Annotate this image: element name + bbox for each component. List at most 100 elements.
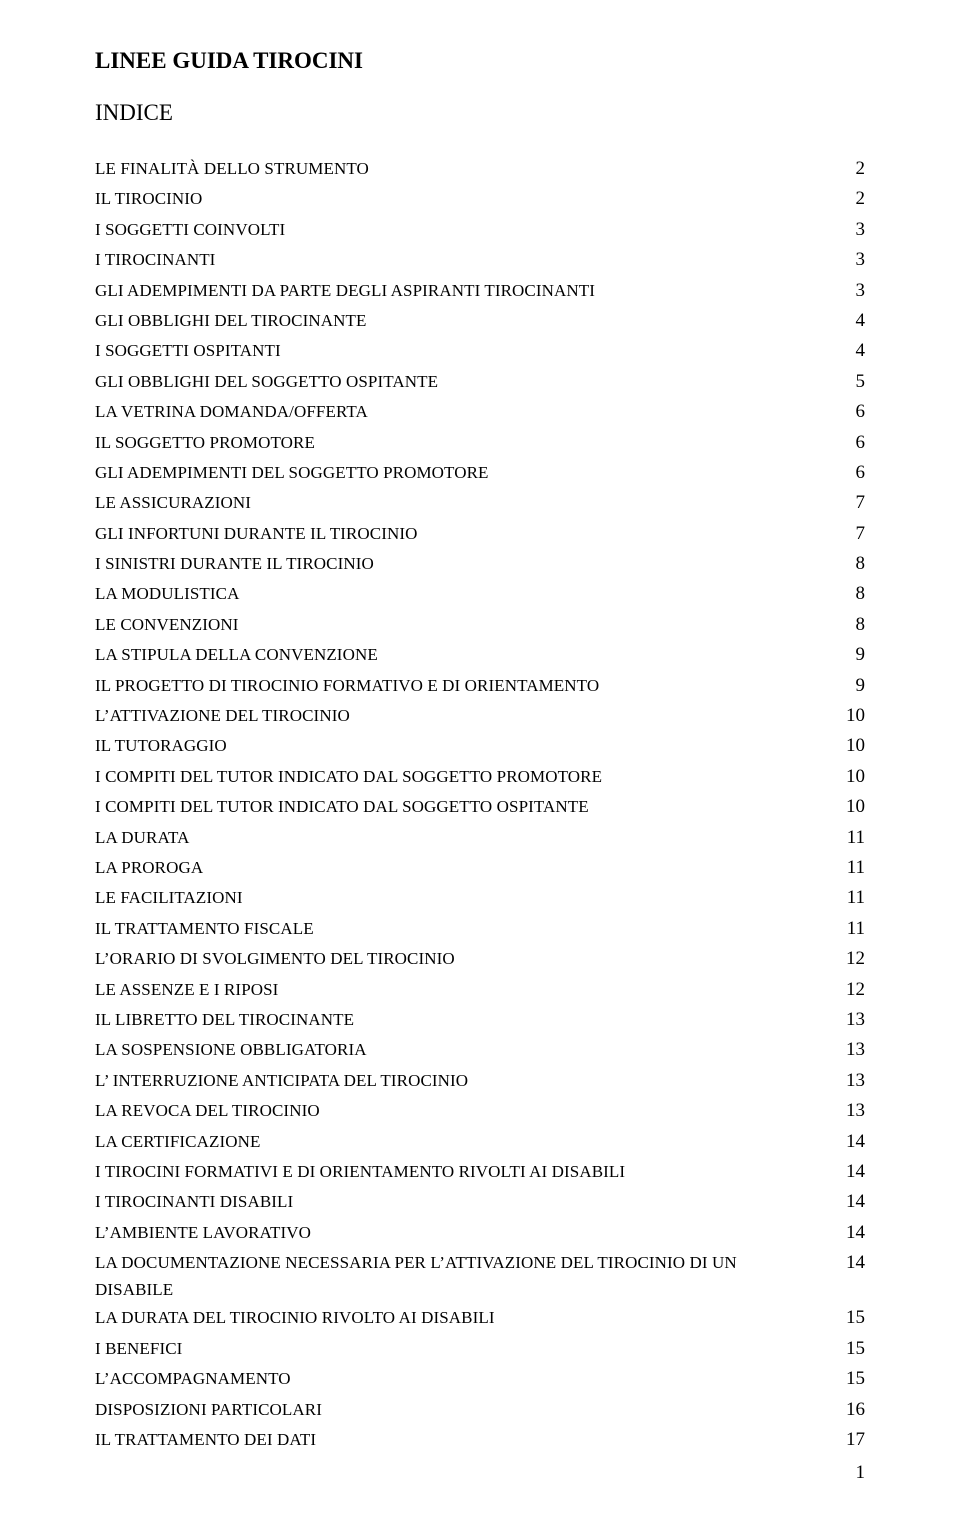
toc-row: LE CONVENZIONI8 xyxy=(95,610,865,640)
toc-entry-label: I COMPITI DEL TUTOR INDICATO DAL SOGGETT… xyxy=(95,763,837,790)
toc-entry-page: 14 xyxy=(837,1127,865,1157)
toc-entry-page: 12 xyxy=(837,944,865,974)
toc-row: I SOGGETTI COINVOLTI3 xyxy=(95,215,865,245)
toc-entry-label: LE ASSENZE E I RIPOSI xyxy=(95,976,837,1003)
toc-entry-page: 3 xyxy=(837,276,865,306)
toc-entry-page: 11 xyxy=(837,914,865,944)
toc-row: I BENEFICI15 xyxy=(95,1334,865,1364)
toc-row: I SOGGETTI OSPITANTI4 xyxy=(95,336,865,366)
toc-entry-label: L’ORARIO DI SVOLGIMENTO DEL TIROCINIO xyxy=(95,945,837,972)
toc-row: GLI INFORTUNI DURANTE IL TIROCINIO7 xyxy=(95,519,865,549)
toc-entry-page: 4 xyxy=(837,336,865,366)
toc-entry-label: LA VETRINA DOMANDA/OFFERTA xyxy=(95,398,837,425)
toc-row: I COMPITI DEL TUTOR INDICATO DAL SOGGETT… xyxy=(95,792,865,822)
toc-entry-label: LA CERTIFICAZIONE xyxy=(95,1128,837,1155)
toc-entry-label: GLI OBBLIGHI DEL SOGGETTO OSPITANTE xyxy=(95,368,837,395)
toc-row: GLI ADEMPIMENTI DA PARTE DEGLI ASPIRANTI… xyxy=(95,276,865,306)
toc-row: IL TIROCINIO2 xyxy=(95,184,865,214)
toc-entry-label: L’ INTERRUZIONE ANTICIPATA DEL TIROCINIO xyxy=(95,1067,837,1094)
toc-entry-page: 17 xyxy=(837,1425,865,1455)
toc-entry-page: 10 xyxy=(837,792,865,822)
toc-entry-label: LA PROROGA xyxy=(95,854,837,881)
toc-entry-label: I TIROCINANTI DISABILI xyxy=(95,1188,837,1215)
toc-row: IL TRATTAMENTO FISCALE11 xyxy=(95,914,865,944)
toc-entry-label: LE CONVENZIONI xyxy=(95,611,837,638)
toc-row: GLI OBBLIGHI DEL SOGGETTO OSPITANTE5 xyxy=(95,367,865,397)
toc-entry-label: GLI ADEMPIMENTI DEL SOGGETTO PROMOTORE xyxy=(95,459,837,486)
toc-entry-page: 6 xyxy=(837,458,865,488)
toc-entry-page: 11 xyxy=(837,883,865,913)
toc-entry-label: IL TRATTAMENTO FISCALE xyxy=(95,915,837,942)
toc-row: LA REVOCA DEL TIROCINIO13 xyxy=(95,1096,865,1126)
toc-row: IL TUTORAGGIO10 xyxy=(95,731,865,761)
toc-row: LE ASSICURAZIONI7 xyxy=(95,488,865,518)
toc-entry-page: 8 xyxy=(837,579,865,609)
toc-entry-label: I TIROCINANTI xyxy=(95,246,837,273)
toc-row: LA STIPULA DELLA CONVENZIONE9 xyxy=(95,640,865,670)
toc-entry-label: I BENEFICI xyxy=(95,1335,837,1362)
toc-row: GLI ADEMPIMENTI DEL SOGGETTO PROMOTORE6 xyxy=(95,458,865,488)
toc-entry-page: 13 xyxy=(837,1005,865,1035)
toc-row: LE ASSENZE E I RIPOSI12 xyxy=(95,975,865,1005)
toc-row: I COMPITI DEL TUTOR INDICATO DAL SOGGETT… xyxy=(95,762,865,792)
toc-entry-label: IL TIROCINIO xyxy=(95,185,837,212)
toc-entry-page: 15 xyxy=(837,1303,865,1333)
toc-entry-page: 12 xyxy=(837,975,865,1005)
toc-entry-label: I SOGGETTI COINVOLTI xyxy=(95,216,837,243)
toc-entry-label: GLI ADEMPIMENTI DA PARTE DEGLI ASPIRANTI… xyxy=(95,277,837,304)
toc-row: LE FACILITAZIONI11 xyxy=(95,883,865,913)
toc-entry-label: IL SOGGETTO PROMOTORE xyxy=(95,429,837,456)
toc-entry-label: IL TRATTAMENTO DEI DATI xyxy=(95,1426,837,1453)
toc-entry-label: LA STIPULA DELLA CONVENZIONE xyxy=(95,641,837,668)
document-subtitle: INDICE xyxy=(95,100,865,126)
toc-entry-page: 7 xyxy=(837,519,865,549)
document-page: LINEE GUIDA TIROCINI INDICE LE FINALITÀ … xyxy=(0,0,960,1526)
toc-row: LE FINALITÀ DELLO STRUMENTO2 xyxy=(95,154,865,184)
toc-row: IL TRATTAMENTO DEI DATI17 xyxy=(95,1425,865,1455)
toc-row: DISPOSIZIONI PARTICOLARI16 xyxy=(95,1395,865,1425)
toc-entry-page: 15 xyxy=(837,1364,865,1394)
toc-entry-label: IL PROGETTO DI TIROCINIO FORMATIVO E DI … xyxy=(95,672,837,699)
toc-row: LA DOCUMENTAZIONE NECESSARIA PER L’ATTIV… xyxy=(95,1248,865,1303)
toc-entry-page: 14 xyxy=(837,1248,865,1278)
toc-entry-label: I TIROCINI FORMATIVI E DI ORIENTAMENTO R… xyxy=(95,1158,837,1185)
toc-row: LA SOSPENSIONE OBBLIGATORIA13 xyxy=(95,1035,865,1065)
toc-entry-page: 14 xyxy=(837,1218,865,1248)
toc-entry-label: GLI OBBLIGHI DEL TIROCINANTE xyxy=(95,307,837,334)
toc-row: LA VETRINA DOMANDA/OFFERTA6 xyxy=(95,397,865,427)
page-number: 1 xyxy=(856,1462,866,1484)
toc-entry-page: 6 xyxy=(837,397,865,427)
toc-entry-page: 9 xyxy=(837,671,865,701)
toc-row: LA DURATA11 xyxy=(95,823,865,853)
toc-entry-page: 11 xyxy=(837,853,865,883)
toc-row: GLI OBBLIGHI DEL TIROCINANTE4 xyxy=(95,306,865,336)
document-title: LINEE GUIDA TIROCINI xyxy=(95,48,865,74)
toc-entry-page: 7 xyxy=(837,488,865,518)
toc-entry-page: 9 xyxy=(837,640,865,670)
toc-entry-page: 10 xyxy=(837,731,865,761)
toc-row: LA PROROGA11 xyxy=(95,853,865,883)
toc-entry-label: I SOGGETTI OSPITANTI xyxy=(95,337,837,364)
toc-entry-page: 2 xyxy=(837,184,865,214)
toc-entry-page: 2 xyxy=(837,154,865,184)
toc-row: I SINISTRI DURANTE IL TIROCINIO8 xyxy=(95,549,865,579)
toc-entry-page: 4 xyxy=(837,306,865,336)
toc-entry-label: I COMPITI DEL TUTOR INDICATO DAL SOGGETT… xyxy=(95,793,837,820)
toc-entry-label: LA REVOCA DEL TIROCINIO xyxy=(95,1097,837,1124)
toc-entry-label: IL TUTORAGGIO xyxy=(95,732,837,759)
toc-entry-label: LA SOSPENSIONE OBBLIGATORIA xyxy=(95,1036,837,1063)
toc-row: I TIROCINANTI DISABILI14 xyxy=(95,1187,865,1217)
toc-entry-label: LA DOCUMENTAZIONE NECESSARIA PER L’ATTIV… xyxy=(95,1249,837,1303)
toc-entry-page: 6 xyxy=(837,428,865,458)
toc-entry-label: LE FINALITÀ DELLO STRUMENTO xyxy=(95,155,837,182)
toc-entry-label: GLI INFORTUNI DURANTE IL TIROCINIO xyxy=(95,520,837,547)
toc-row: L’ACCOMPAGNAMENTO15 xyxy=(95,1364,865,1394)
toc-entry-label: LA DURATA DEL TIROCINIO RIVOLTO AI DISAB… xyxy=(95,1304,837,1331)
toc-entry-page: 10 xyxy=(837,762,865,792)
toc-entry-page: 11 xyxy=(837,823,865,853)
toc-entry-label: L’AMBIENTE LAVORATIVO xyxy=(95,1219,837,1246)
toc-entry-page: 15 xyxy=(837,1334,865,1364)
toc-entry-page: 5 xyxy=(837,367,865,397)
toc-row: I TIROCINI FORMATIVI E DI ORIENTAMENTO R… xyxy=(95,1157,865,1187)
toc-entry-label: LA MODULISTICA xyxy=(95,580,837,607)
